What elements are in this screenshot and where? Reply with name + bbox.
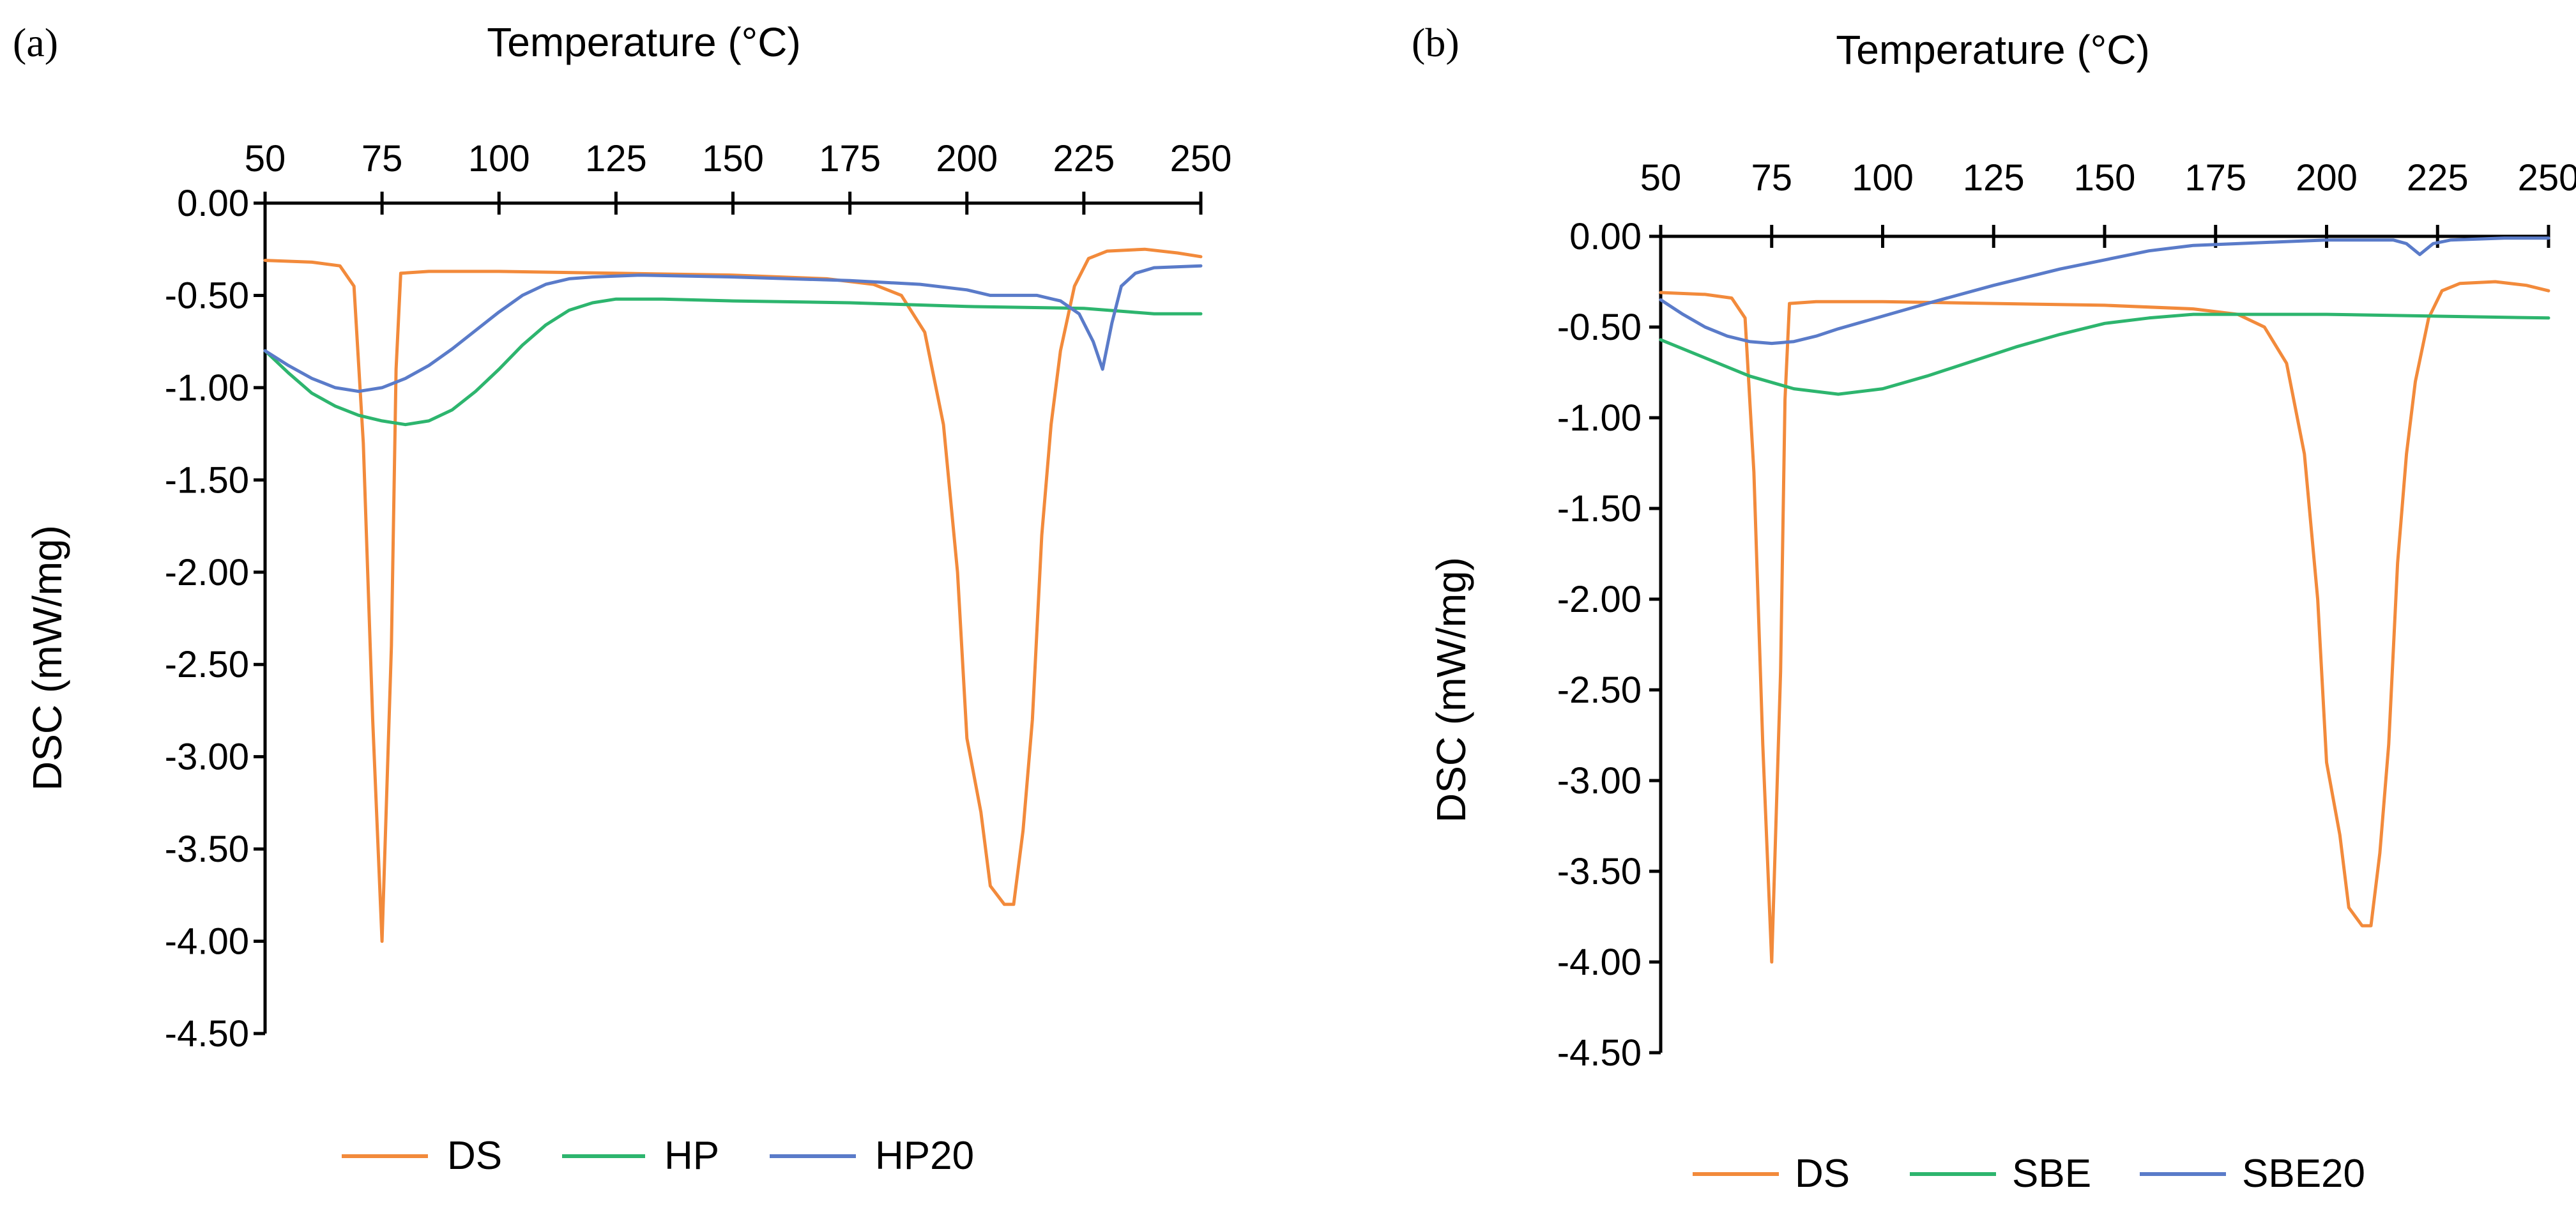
legend-label-hp20: HP20: [875, 1134, 974, 1178]
legend-label-ds: DS: [1795, 1152, 1850, 1196]
x-tick-label: 250: [1170, 138, 1232, 179]
panel-a-x-tick-labels: 50 75 100 125 150 175 200 225 250: [245, 138, 1232, 179]
y-tick-label: -4.50: [165, 1013, 249, 1055]
panel-b-x-tick-labels: 50 75 100 125 150 175 200 225 250: [1640, 157, 2576, 199]
y-tick-label: -1.00: [165, 367, 249, 409]
panel-b-chart: (b) Temperature (°C) DSC (mW/mg) 50 75 100…: [1412, 20, 2576, 1196]
x-tick-label: 150: [702, 138, 764, 179]
series-line-sbe: [1659, 312, 2550, 396]
y-tick-label: 0.00: [177, 183, 249, 224]
panel-a-label: (a): [13, 20, 58, 65]
panel-a-axes: [254, 192, 1203, 1035]
legend-label-sbe: SBE: [2012, 1152, 2091, 1196]
y-tick-label: -0.50: [165, 275, 249, 316]
legend-label-ds: DS: [447, 1134, 502, 1178]
y-tick-label: -2.00: [165, 552, 249, 593]
x-tick-label: 225: [1053, 138, 1115, 179]
panel-b-x-axis-title: Temperature (°C): [1836, 27, 2150, 73]
panel-a-chart: (a) Temperature (°C) DSC (mW/mg) 50 75 100…: [13, 19, 1231, 1178]
panel-b-label: (b): [1412, 20, 1459, 65]
panel-a-series: [263, 247, 1203, 943]
y-tick-label: -2.50: [165, 644, 249, 685]
x-tick-label: 75: [362, 138, 403, 179]
x-tick-label: 50: [245, 138, 286, 179]
panel-a-x-axis-title: Temperature (°C): [487, 19, 801, 65]
panel-a-y-axis-title: DSC (mW/mg): [24, 525, 70, 791]
y-tick-label: -4.50: [1557, 1032, 1642, 1074]
y-tick-label: -4.00: [165, 921, 249, 963]
y-tick-label: -4.00: [1557, 942, 1642, 983]
panel-b-y-axis-title: DSC (mW/mg): [1428, 557, 1474, 823]
y-tick-label: -2.00: [1557, 579, 1642, 620]
y-tick-label: -3.00: [1557, 760, 1642, 802]
x-tick-label: 150: [2074, 157, 2136, 199]
x-tick-label: 175: [819, 138, 881, 179]
legend-label-hp: HP: [664, 1134, 719, 1178]
x-tick-label: 175: [2184, 157, 2246, 199]
panel-b-series: [1659, 236, 2550, 964]
y-tick-label: 0.00: [1569, 216, 1642, 257]
x-tick-label: 100: [1852, 157, 1914, 199]
series-line-sbe20: [1659, 236, 2550, 346]
x-tick-label: 225: [2407, 157, 2469, 199]
y-tick-label: -1.50: [1557, 488, 1642, 530]
x-tick-label: 100: [468, 138, 530, 179]
y-tick-label: -3.50: [165, 828, 249, 870]
x-tick-label: 125: [1963, 157, 2025, 199]
panel-b-axes: [1649, 225, 2550, 1055]
x-tick-label: 125: [585, 138, 647, 179]
series-line-hp20: [263, 264, 1203, 393]
panel-b-y-tick-labels: 0.00 -0.50 -1.00 -1.50 -2.00 -2.50 -3.00 -3.50 -…: [1557, 216, 1642, 1074]
panel-b-legend: DS SBE SBE20: [1693, 1152, 2365, 1196]
y-tick-label: -0.50: [1557, 307, 1642, 348]
series-line-ds: [1659, 280, 2550, 964]
panel-a-y-tick-labels: 0.00 -0.50 -1.00 -1.50 -2.00 -2.50 -3.00 -3.50 -…: [165, 183, 249, 1055]
x-tick-label: 200: [936, 138, 998, 179]
series-line-ds: [263, 247, 1203, 943]
y-tick-label: -3.50: [1557, 851, 1642, 892]
legend-label-sbe20: SBE20: [2242, 1152, 2365, 1196]
x-tick-label: 75: [1751, 157, 1792, 199]
y-tick-label: -1.50: [165, 459, 249, 501]
y-tick-label: -1.00: [1557, 397, 1642, 439]
x-tick-label: 200: [2296, 157, 2358, 199]
x-tick-label: 50: [1640, 157, 1682, 199]
y-tick-label: -2.50: [1557, 669, 1642, 711]
x-tick-label: 250: [2518, 157, 2576, 199]
panel-a-legend: DS HP HP20: [342, 1134, 974, 1178]
series-line-hp: [263, 297, 1203, 427]
y-tick-label: -3.00: [165, 737, 249, 778]
